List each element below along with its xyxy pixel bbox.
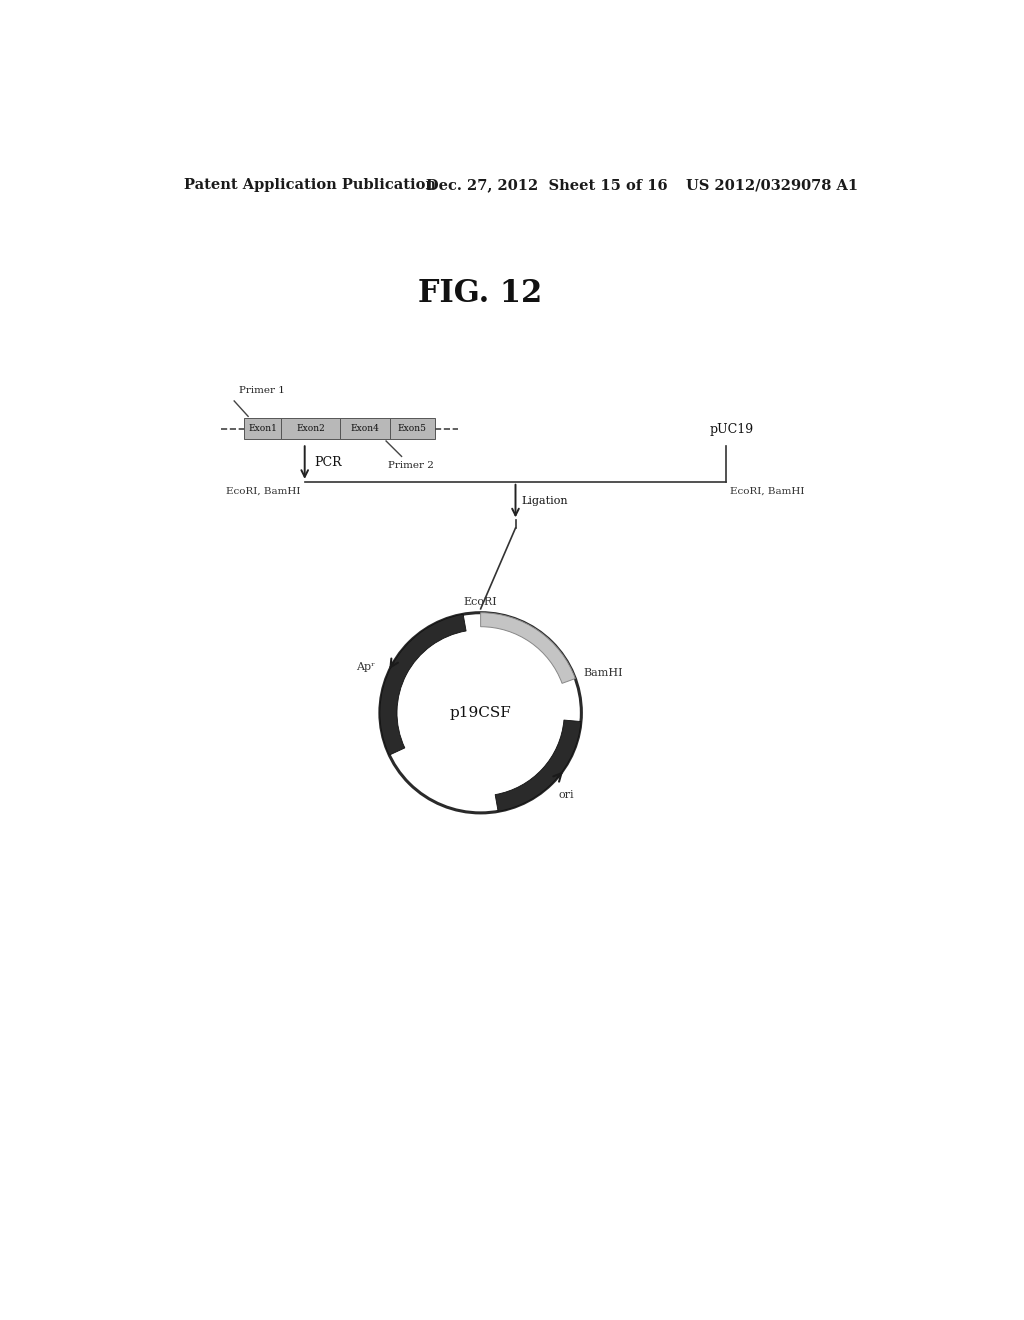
- Text: ori: ori: [558, 791, 574, 800]
- Text: Primer 2: Primer 2: [388, 461, 433, 470]
- Text: Exon2: Exon2: [296, 424, 325, 433]
- Text: FIG. 12: FIG. 12: [419, 277, 543, 309]
- Wedge shape: [480, 612, 575, 684]
- Text: Exon5: Exon5: [398, 424, 427, 433]
- Text: Dec. 27, 2012  Sheet 15 of 16: Dec. 27, 2012 Sheet 15 of 16: [426, 178, 668, 193]
- Wedge shape: [496, 719, 581, 812]
- Bar: [340, 418, 390, 440]
- Text: PCR: PCR: [314, 455, 342, 469]
- Text: p19CSF: p19CSF: [450, 706, 512, 719]
- Text: Patent Application Publication: Patent Application Publication: [183, 178, 436, 193]
- Wedge shape: [380, 614, 466, 755]
- Text: US 2012/0329078 A1: US 2012/0329078 A1: [686, 178, 858, 193]
- Bar: [245, 418, 282, 440]
- Text: EcoRI, BamHI: EcoRI, BamHI: [225, 487, 300, 495]
- Bar: [390, 418, 435, 440]
- Text: pUC19: pUC19: [710, 422, 754, 436]
- Text: Primer 1: Primer 1: [239, 385, 285, 395]
- Text: Ligation: Ligation: [521, 496, 568, 506]
- Text: Apʳ: Apʳ: [355, 661, 375, 672]
- Text: Exon1: Exon1: [249, 424, 278, 433]
- Text: BamHI: BamHI: [584, 668, 624, 678]
- Text: EcoRI: EcoRI: [464, 597, 498, 607]
- Text: EcoRI, BamHI: EcoRI, BamHI: [730, 487, 805, 495]
- Bar: [282, 418, 340, 440]
- Text: Exon4: Exon4: [350, 424, 379, 433]
